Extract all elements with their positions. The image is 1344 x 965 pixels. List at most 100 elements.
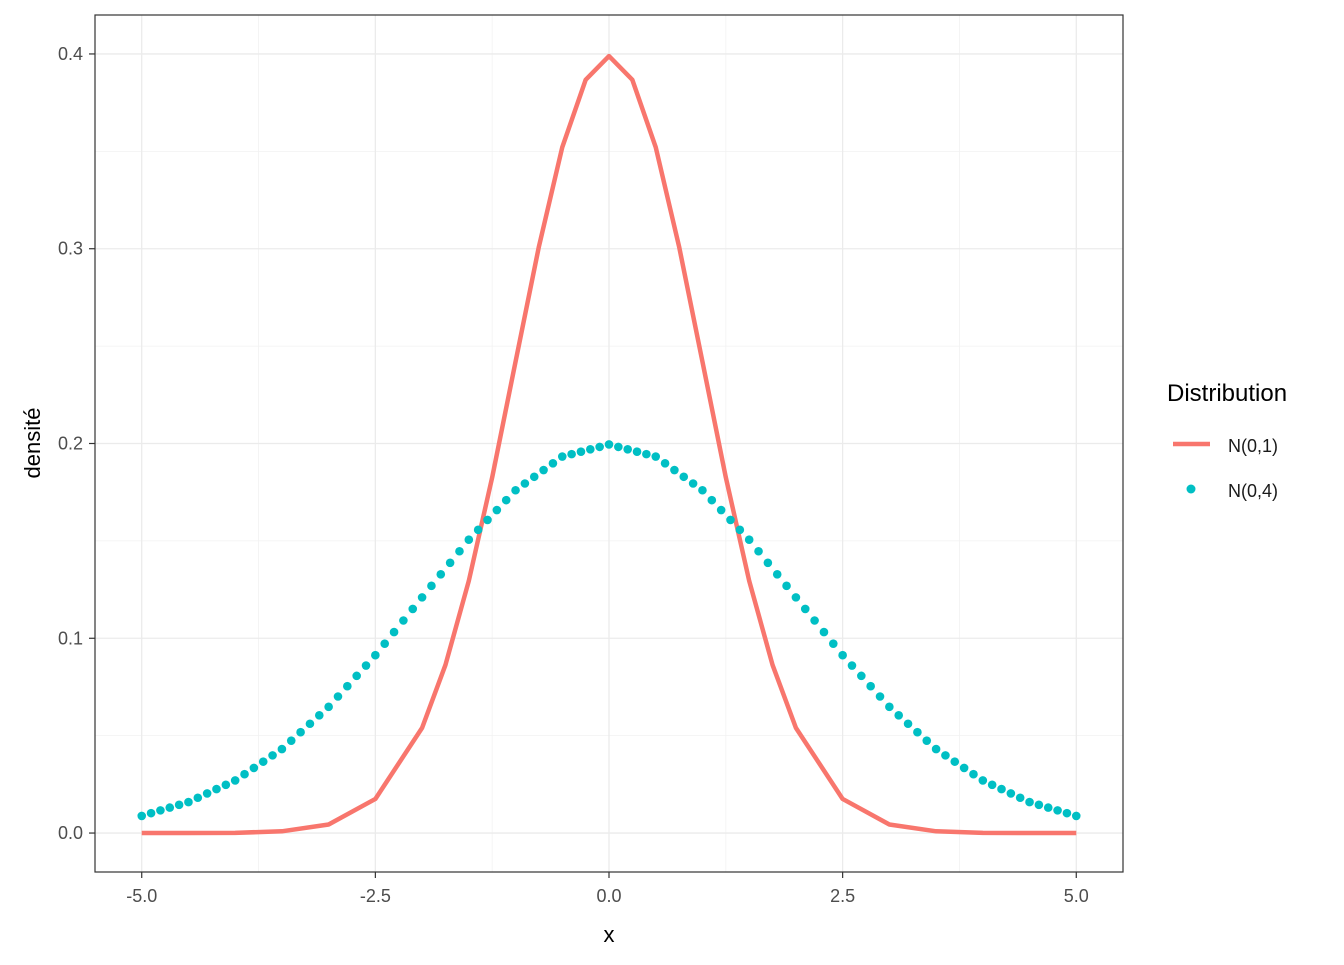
x-tick-label: 2.5 xyxy=(830,886,855,906)
series-point-n04 xyxy=(343,681,352,691)
series-point-n04 xyxy=(464,535,474,545)
series-point-n04 xyxy=(885,702,894,712)
legend-key-point xyxy=(1186,484,1196,494)
series-point-n04 xyxy=(604,440,614,449)
series-point-n04 xyxy=(903,719,913,729)
series-point-n04 xyxy=(959,763,969,773)
legend-label-n01: N(0,1) xyxy=(1228,436,1278,456)
series-point-n04 xyxy=(857,671,866,681)
series-point-n04 xyxy=(716,505,726,515)
series-point-n04 xyxy=(445,558,455,568)
legend-title: Distribution xyxy=(1167,380,1287,407)
series-point-n04 xyxy=(642,449,651,459)
series-point-n04 xyxy=(679,472,689,482)
x-tick-label: -2.5 xyxy=(360,886,391,906)
series-point-n04 xyxy=(1053,806,1062,815)
series-point-n04 xyxy=(473,525,483,535)
series-point-n04 xyxy=(436,570,446,579)
series-line-n01 xyxy=(141,53,1077,836)
series-point-n04 xyxy=(324,702,333,712)
series-point-n04 xyxy=(1062,808,1072,818)
series-point-n04 xyxy=(651,452,661,461)
series-point-n04 xyxy=(894,710,904,720)
series-point-n04 xyxy=(595,442,604,452)
series-point-n04 xyxy=(557,452,567,461)
series-point-n04 xyxy=(492,505,502,515)
series-point-n04 xyxy=(744,535,754,545)
series-point-n04 xyxy=(455,546,464,556)
series-point-n04 xyxy=(931,744,941,754)
y-tick-label: 0.4 xyxy=(58,44,83,64)
series-point-n04 xyxy=(184,797,193,807)
legend-item-n01: N(0,1) xyxy=(1173,436,1278,456)
y-tick-label: 0.2 xyxy=(58,434,83,454)
series-point-n04 xyxy=(810,616,819,625)
x-tick-label: 5.0 xyxy=(1064,886,1089,906)
axes-layer: -5.0 -2.5 0.0 2.5 5.0 0.0 0.1 0.2 0.3 0.4 xyxy=(58,44,1089,906)
y-axis-label: densité xyxy=(20,408,45,479)
series-point-n04 xyxy=(417,593,427,602)
series-point-n04 xyxy=(698,485,707,495)
series-point-n04 xyxy=(174,800,184,810)
series-point-n04 xyxy=(791,593,801,602)
y-tick-label: 0.0 xyxy=(58,823,83,843)
series-point-n04 xyxy=(146,808,156,818)
series-point-n04 xyxy=(520,479,530,488)
series-point-n04 xyxy=(978,776,988,785)
series-point-n04 xyxy=(529,472,539,482)
series-point-n04 xyxy=(623,445,632,454)
legend-label-n04: N(0,4) xyxy=(1228,481,1278,501)
series-point-n04 xyxy=(800,604,810,614)
series-point-n04 xyxy=(707,495,717,505)
series-point-n04 xyxy=(511,485,520,495)
series-point-n04 xyxy=(258,757,268,766)
series-point-n04 xyxy=(501,495,511,505)
series-point-n04 xyxy=(286,736,296,745)
series-point-n04 xyxy=(726,515,735,525)
x-tick-label: -5.0 xyxy=(126,886,157,906)
series-point-n04 xyxy=(660,458,670,468)
series-point-n04 xyxy=(688,479,698,488)
series-point-n04 xyxy=(371,650,380,660)
series-point-n04 xyxy=(137,811,147,821)
series-point-n04 xyxy=(427,581,436,591)
series-point-n04 xyxy=(847,661,857,670)
series-point-n04 xyxy=(1006,789,1016,798)
series-point-n04 xyxy=(1015,793,1025,803)
x-axis-label: x xyxy=(604,922,615,947)
series-point-n04 xyxy=(1025,797,1034,807)
y-tick-label: 0.3 xyxy=(58,239,83,259)
legend: Distribution N(0,1) N(0,4) xyxy=(1167,380,1287,501)
series-point-n04 xyxy=(567,449,576,459)
series-point-n04 xyxy=(277,744,287,754)
series-point-n04 xyxy=(997,784,1006,794)
series-point-n04 xyxy=(389,627,399,637)
series-point-n04 xyxy=(212,784,221,794)
series-point-n04 xyxy=(230,776,240,785)
series-point-n04 xyxy=(670,465,679,475)
series-point-n04 xyxy=(165,803,175,812)
series-point-n04 xyxy=(193,793,203,803)
series-point-n04 xyxy=(268,751,277,760)
series-point-n04 xyxy=(763,558,773,568)
series-point-n04 xyxy=(969,769,978,779)
series-point-n04 xyxy=(399,616,408,625)
legend-item-n04: N(0,4) xyxy=(1186,481,1278,501)
series-point-n04 xyxy=(987,780,997,790)
series-point-n04 xyxy=(352,671,361,681)
series-point-n04 xyxy=(314,710,324,720)
series-point-n04 xyxy=(548,458,558,468)
series-point-n04 xyxy=(819,627,829,637)
series-point-n04 xyxy=(361,661,371,670)
series-point-n04 xyxy=(772,570,782,579)
series-point-n04 xyxy=(240,769,249,779)
series-point-n04 xyxy=(483,515,492,525)
series-point-n04 xyxy=(221,780,231,790)
series-point-n04 xyxy=(380,639,390,648)
series-point-n04 xyxy=(333,692,343,701)
series-point-n04 xyxy=(754,546,763,556)
series-point-n04 xyxy=(156,806,165,815)
series-point-n04 xyxy=(1034,800,1044,810)
series-point-n04 xyxy=(875,692,885,701)
